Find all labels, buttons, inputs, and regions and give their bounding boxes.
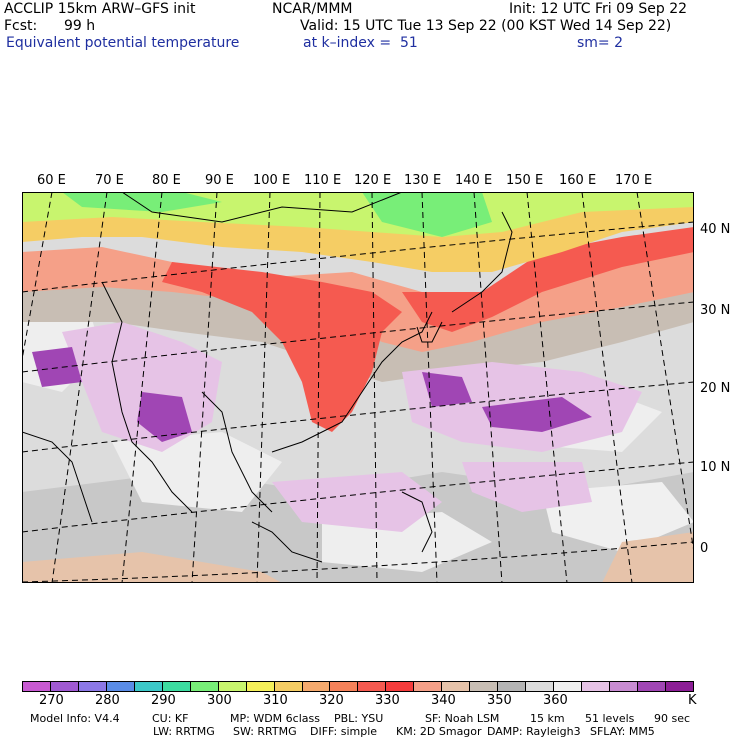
model-level: at k–index = 51 [303,35,418,51]
colorbar-swatch [106,682,135,691]
green-patch [362,192,492,237]
init-time: Init: 12 UTC Fri 09 Sep 22 [509,1,688,17]
valid-time: Valid: 15 UTC Tue 13 Sep 22 (00 KST Wed … [300,18,672,34]
colorbar-swatch [162,682,191,691]
coastlines [22,192,513,563]
colorbar-swatch [498,682,527,691]
footer-damp: DAMP: Rayleigh3 [487,725,581,738]
lon-label: 60 E [37,173,66,188]
colorbar-swatch [526,682,555,691]
colorbar [22,681,694,692]
red-band [402,227,694,332]
colorbar-swatch [50,682,79,691]
footer-lw: LW: RRTMG [153,725,215,738]
lon-label: 140 E [455,173,493,188]
lon-label: 130 E [404,173,442,188]
organization: NCAR/MMM [272,1,353,17]
colorbar-tick-label: 320 [319,693,344,708]
colorbar-swatch [637,682,666,691]
green-patch [62,192,222,212]
colorbar-tick-label: 360 [543,693,568,708]
colorbar-tick-label: 280 [95,693,120,708]
forecast-label: Fcst: [4,18,38,34]
white-patch [112,432,282,512]
footer-levels: 51 levels [585,712,635,725]
colorbar-tick-label: 290 [151,693,176,708]
colorbar-swatch [665,682,693,691]
lon-label: 170 E [615,173,653,188]
colorbar-swatch [610,682,638,691]
colorbar-tick-label: 340 [431,693,456,708]
lat-label: 0 [700,541,709,556]
lat-label: 30 N [700,303,731,318]
colorbar-tick-label: 310 [263,693,288,708]
footer-km: KM: 2D Smagor [396,725,482,738]
beige-patch [22,552,282,583]
lon-label: 80 E [152,173,181,188]
lon-label: 160 E [559,173,597,188]
colorbar-swatch [330,682,359,691]
footer-diff: DIFF: simple [310,725,378,738]
footer-model-info: Model Info: V4.4 [30,712,120,725]
colorbar-swatch [218,682,247,691]
forecast-hour: 99 h [64,18,96,34]
lon-label: 120 E [354,173,392,188]
lon-label: 70 E [95,173,124,188]
colorbar-tick-label: 350 [487,693,512,708]
field-name: Equivalent potential temperature [6,35,240,51]
lilac-region [272,472,442,532]
map-border [22,192,694,583]
colorbar-swatch [358,682,387,691]
purple-core [137,392,192,442]
colorbar-swatch [23,682,51,691]
footer-mp: MP: WDM 6class [230,712,320,725]
footer-sw: SW: RRTMG [233,725,297,738]
red-tongue [162,262,402,432]
colorbar-swatch [470,682,499,691]
colorbar-swatch [134,682,163,691]
colorbar-swatch [386,682,415,691]
colorbar-tick-label: 300 [207,693,232,708]
colorbar-swatch [274,682,303,691]
colorbar-swatch [190,682,219,691]
graticule [22,192,694,583]
colorbar-swatch [246,682,275,691]
colorbar-swatch [554,682,583,691]
lat-label: 40 N [700,222,731,237]
lon-label: 100 E [253,173,291,188]
colorbar-swatch [582,682,611,691]
lat-label: 20 N [700,381,731,396]
lon-label: 110 E [304,173,342,188]
colorbar-swatch [78,682,107,691]
theta-e-map [22,192,694,583]
model-title: ACCLIP 15km ARW–GFS init [4,1,196,17]
footer-cu: CU: KF [152,712,189,725]
footer-pbl: PBL: YSU [334,712,384,725]
footer-sflay: SFLAY: MM5 [590,725,655,738]
purple-core [422,372,472,407]
colorbar-tick-label: 330 [375,693,400,708]
colorbar-swatch [302,682,331,691]
footer-timestep: 90 sec [654,712,691,725]
colorbar-tick-label: 270 [39,693,64,708]
lon-label: 150 E [506,173,544,188]
smoothing: sm= 2 [577,35,624,51]
beige-patch [602,532,694,583]
lat-label: 10 N [700,460,731,475]
colorbar-swatch [414,682,443,691]
lon-label: 90 E [205,173,234,188]
footer-sf: SF: Noah LSM [425,712,500,725]
colorbar-swatch [442,682,471,691]
footer-resolution: 15 km [530,712,565,725]
colorbar-unit: K [688,693,697,708]
purple-core [482,397,592,432]
purple-core [32,347,82,387]
